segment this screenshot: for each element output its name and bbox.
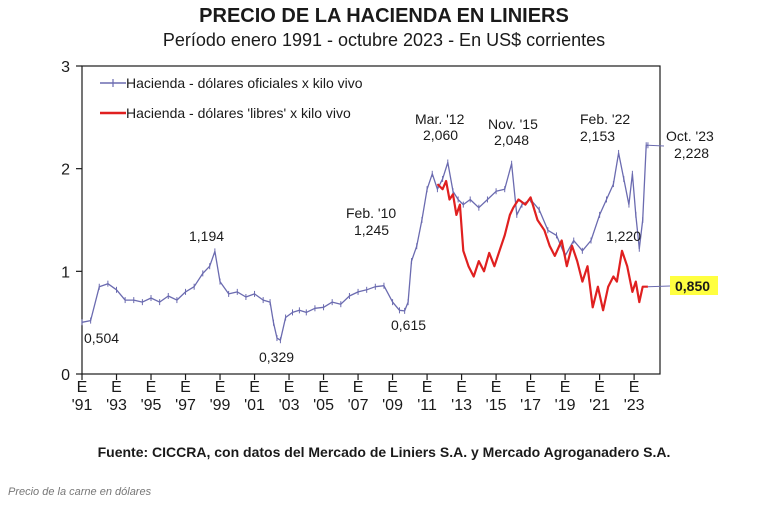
x-tick-month-label: E (215, 379, 226, 396)
annotation-date-mar12: Mar. '12 (415, 111, 465, 127)
x-tick-month-label: E (146, 379, 157, 396)
annotation-value-nov15: 2,048 (494, 132, 529, 148)
x-tick-month-label: E (284, 379, 295, 396)
x-tick-year-label: '11 (417, 397, 437, 414)
chart-title: PRECIO DE LA HACIENDA EN LINIERS (199, 5, 569, 27)
annotation-date-feb10: Feb. '10 (346, 205, 396, 221)
x-tick-month-label: E (422, 379, 433, 396)
chart-source: Fuente: CICCRA, con datos del Mercado de… (98, 444, 671, 460)
x-tick-year-label: '95 (141, 397, 162, 414)
annotation-connector (647, 285, 671, 288)
x-tick-month-label: E (456, 379, 467, 396)
annotation-min-1991: 0,504 (84, 330, 119, 346)
x-tick-month-label: E (594, 379, 605, 396)
x-tick-year-label: '99 (210, 397, 231, 414)
annotation-min-2002: 0,329 (259, 349, 294, 365)
annotation-min-2009: 0,615 (391, 317, 426, 333)
x-tick-month-label: E (387, 379, 398, 396)
x-tick-month-label: E (111, 379, 122, 396)
series-libre-line (436, 179, 648, 312)
x-tick-year-label: '05 (313, 397, 334, 414)
x-tick-month-label: E (318, 379, 329, 396)
x-tick-month-label: E (353, 379, 364, 396)
x-tick-month-label: E (491, 379, 502, 396)
x-tick-year-label: '21 (589, 397, 610, 414)
annotation-date-feb22: Feb. '22 (580, 111, 630, 127)
annotation-date-nov15: Nov. '15 (488, 116, 538, 132)
annotation-min-2023: 1,220 (606, 228, 641, 244)
annotation-max-1998: 1,194 (189, 228, 224, 244)
plot-border (81, 65, 661, 375)
x-tick-year-label: '23 (624, 397, 645, 414)
plot-area (81, 65, 661, 375)
chart-subtitle: Período enero 1991 - octubre 2023 - En U… (163, 30, 605, 50)
x-tick-month-label: E (560, 379, 571, 396)
annotation-connector (647, 144, 665, 147)
x-tick-year-label: '91 (72, 397, 93, 414)
annotation-value-oct23: 2,228 (674, 145, 709, 161)
x-tick-month-label: E (180, 379, 191, 396)
x-tick-year-label: '01 (244, 397, 265, 414)
annotations: 0,504 1,194 0,329 0,615 Feb. '10 1,245 M… (84, 111, 718, 365)
x-tick-year-label: '15 (486, 397, 507, 414)
x-tick-month-label: E (629, 379, 640, 396)
legend-libre-label: Hacienda - dólares 'libres' x kilo vivo (126, 105, 351, 121)
x-tick-year-label: '17 (520, 397, 541, 414)
x-tick-month-label: E (249, 379, 260, 396)
x-tick-year-label: '97 (175, 397, 196, 414)
x-tick-month-label: E (77, 379, 88, 396)
x-tick-year-label: '07 (348, 397, 369, 414)
x-tick-year-label: '93 (106, 397, 127, 414)
annotation-value-feb22: 2,153 (580, 128, 615, 144)
y-tick-label: 1 (61, 264, 70, 281)
x-axis: E'91E'93E'95E'97E'99E'01E'03E'05E'07E'09… (72, 374, 645, 414)
x-tick-year-label: '19 (555, 397, 576, 414)
annotation-highlight-bg (670, 276, 718, 295)
y-axis: 0 1 2 3 (61, 59, 82, 384)
image-caption: Precio de la carne en dólares (8, 486, 152, 498)
legend-oficial-label: Hacienda - dólares oficiales x kilo vivo (126, 75, 363, 91)
legend: Hacienda - dólares oficiales x kilo vivo… (100, 75, 363, 121)
annotation-value-mar12: 2,060 (423, 127, 458, 143)
annotation-value-libre-oct23: 0,850 (675, 278, 710, 294)
y-tick-label: 2 (61, 162, 70, 179)
series-layer (81, 142, 671, 344)
x-tick-year-label: '03 (279, 397, 300, 414)
annotation-date-oct23: Oct. '23 (666, 128, 714, 144)
y-tick-label: 0 (61, 367, 70, 384)
x-tick-year-label: '13 (451, 397, 472, 414)
x-tick-year-label: '09 (382, 397, 403, 414)
x-tick-month-label: E (525, 379, 536, 396)
annotation-value-feb10: 1,245 (354, 222, 389, 238)
y-tick-label: 3 (61, 59, 70, 76)
